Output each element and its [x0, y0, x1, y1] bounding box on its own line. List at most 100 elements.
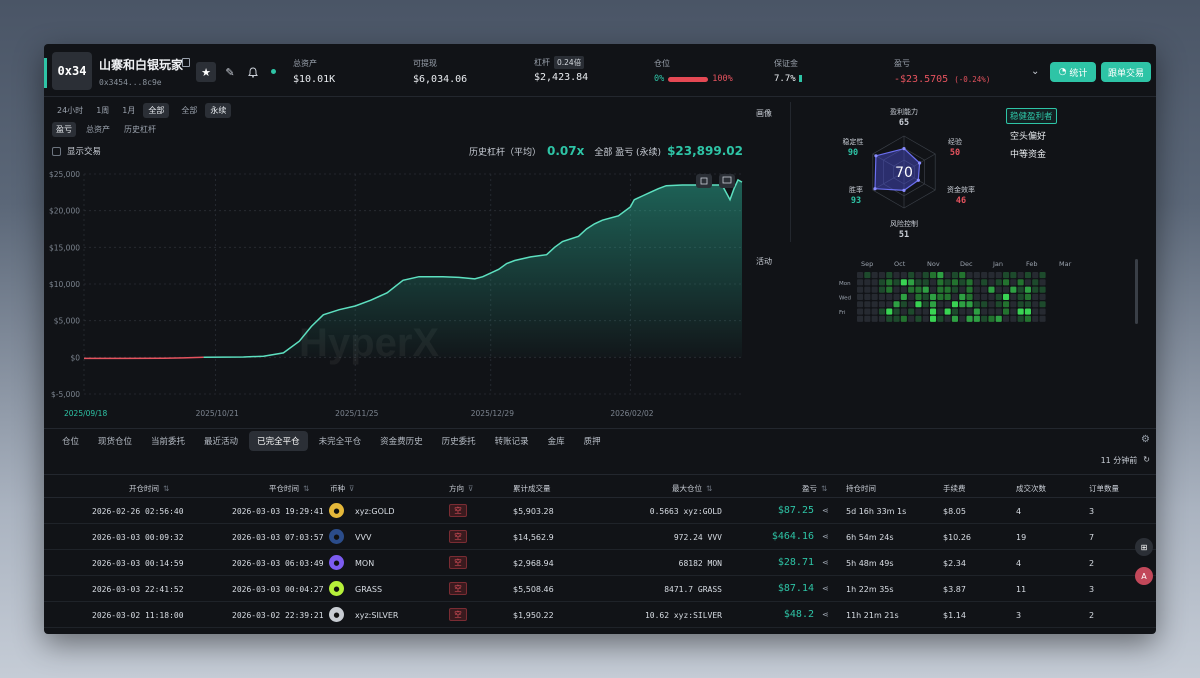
table-row[interactable]: 2026-02-26 02:56:40 2026-03-03 19:29:41 xy… [44, 498, 1156, 524]
fullscreen-icon[interactable] [696, 174, 712, 188]
share-icon[interactable]: ⋖ [822, 610, 829, 619]
pnl-chart[interactable]: HyperX $25,000$20,000$15,000$10,000$5,00… [44, 166, 749, 428]
account-address[interactable]: 0x3454...8c9e [99, 78, 162, 87]
heatmap-cell [1024, 272, 1031, 279]
heatmap-cell [871, 315, 878, 322]
tab-funding-history[interactable]: 资金费历史 [380, 436, 423, 447]
heatmap-cell [1024, 279, 1031, 286]
heatmap-cell [915, 279, 922, 286]
share-icon[interactable]: ⋖ [822, 532, 829, 541]
cell-fills: 19 [1016, 533, 1027, 542]
copy-trade-button[interactable]: 跟单交易 [1101, 62, 1151, 82]
heatmap-cell [1010, 272, 1017, 279]
heatmap-cell [900, 308, 907, 315]
heatmap-cell [988, 308, 995, 315]
chevron-down-icon[interactable]: ⌄ [1031, 66, 1040, 77]
table-body: 2026-02-26 02:56:40 2026-03-03 19:29:41 xy… [44, 498, 1156, 634]
activity-scrollbar[interactable] [1135, 259, 1138, 324]
stats-button[interactable]: ◔ 统计 [1050, 62, 1096, 82]
stats-button-label: 统计 [1069, 68, 1088, 79]
th-open-time[interactable]: 开仓时间 ⇅ [129, 484, 170, 493]
bell-icon[interactable] [243, 62, 263, 82]
heatmap-cell [1017, 308, 1024, 315]
table-row[interactable]: 2026-03-03 00:14:59 2026-03-03 06:03:49 MO… [44, 550, 1156, 576]
heatmap-cell [922, 301, 929, 308]
heatmap-cell [944, 286, 951, 293]
cell-fills: 4 [1016, 507, 1022, 516]
range-tabs: 24小时 1周 1月 全部 全部 永续 [52, 103, 232, 118]
heatmap-cell [930, 286, 937, 293]
tab-open-orders[interactable]: 当前委托 [151, 436, 186, 447]
heatmap-cell [944, 308, 951, 315]
y-tick-label: $15,000 [49, 243, 80, 252]
tab-1m[interactable]: 1月 [122, 106, 136, 115]
heatmap-cell [900, 272, 907, 279]
avg-leverage-label: 历史杠杆（平均） [468, 148, 541, 158]
tab-total-assets[interactable]: 总资产 [86, 125, 110, 134]
share-icon[interactable]: ⋖ [822, 506, 829, 515]
heatmap-cell [930, 308, 937, 315]
heatmap-cell [1010, 286, 1017, 293]
heatmap-cell [988, 301, 995, 308]
tab-positions[interactable]: 仓位 [62, 436, 80, 447]
tab-fully-closed[interactable]: 已完全平仓 [249, 430, 308, 451]
tab-transfers[interactable]: 转账记录 [494, 436, 529, 447]
heatmap-cell [864, 293, 871, 300]
tab-all-time[interactable]: 全部 [143, 103, 170, 118]
show-trades-toggle[interactable]: 显示交易 [52, 145, 101, 157]
gear-icon[interactable]: ⚙ [1141, 434, 1150, 445]
refresh-icon[interactable]: ↻ [1143, 455, 1150, 464]
tab-staking[interactable]: 质押 [583, 436, 601, 447]
heatmap-cell [1039, 301, 1046, 308]
heatmap-cell [908, 308, 915, 315]
radar-center-score: 70 [895, 165, 913, 181]
th-pnl[interactable]: 盈亏 ⇅ [802, 484, 828, 493]
heatmap-cell [995, 301, 1002, 308]
th-close-time[interactable]: 平仓时间 ⇅ [269, 484, 310, 493]
mon-coin-icon: ● [329, 555, 344, 570]
table-row[interactable]: 2026-03-03 00:09:32 2026-03-03 07:03:57 VV… [44, 524, 1156, 550]
tab-history-leverage[interactable]: 历史杠杆 [124, 125, 156, 134]
tab-vaults[interactable]: 金库 [547, 436, 565, 447]
tab-pnl[interactable]: 盈亏 [52, 122, 76, 137]
account-header: 0x34 山寨和白银玩家 0x3454...8c9e ★ ✎ 总资产 $10.0… [44, 44, 1156, 97]
tab-24h[interactable]: 24小时 [57, 106, 84, 115]
heatmap-cell [1017, 293, 1024, 300]
stat-value: 7.7% [774, 74, 796, 84]
th-max-position[interactable]: 最大仓位 ⇅ [672, 484, 713, 493]
heatmap-cell [937, 279, 944, 286]
heatmap-cell [893, 286, 900, 293]
share-icon[interactable]: ⋖ [822, 584, 829, 593]
heatmap-cell [908, 315, 915, 322]
copy-icon[interactable] [182, 58, 190, 67]
table-row[interactable]: 2026-03-02 11:18:00 2026-03-02 22:39:21 xy… [44, 602, 1156, 628]
tab-partially-closed[interactable]: 未完全平仓 [318, 436, 362, 447]
apps-icon[interactable]: ⊞ [1135, 538, 1153, 556]
th-direction[interactable]: 方向 ⊽ [449, 484, 474, 493]
heatmap-cell [937, 315, 944, 322]
heatmap-cell [944, 301, 951, 308]
heatmap-cell [1017, 301, 1024, 308]
heatmap-cell [1039, 308, 1046, 315]
heatmap-cell [871, 272, 878, 279]
radar-metric-value: 51 [899, 230, 909, 240]
tab-spot-positions[interactable]: 现货仓位 [98, 436, 133, 447]
tab-all-markets[interactable]: 全部 [181, 106, 198, 115]
table-row[interactable]: 2026-03-03 22:41:52 2026-03-03 00:04:27 GR… [44, 576, 1156, 602]
show-trades-checkbox[interactable] [52, 146, 61, 156]
share-icon[interactable]: ⋖ [822, 558, 829, 567]
pencil-icon[interactable]: ✎ [225, 65, 235, 79]
tab-order-history[interactable]: 历史委托 [441, 436, 476, 447]
stat-pnl: 盈亏 -$23.5705 (-0.24%) [894, 58, 990, 85]
tab-recent-activity[interactable]: 最近活动 [204, 436, 239, 447]
tab-perp[interactable]: 永续 [205, 103, 232, 118]
th-coin[interactable]: 币种 ⊽ [330, 484, 355, 493]
comment-icon[interactable] [719, 174, 735, 188]
tab-1w[interactable]: 1周 [96, 106, 110, 115]
th-label: 盈亏 [802, 484, 817, 493]
star-icon[interactable]: ★ [196, 62, 216, 82]
heatmap-cell [1003, 286, 1010, 293]
translate-icon[interactable]: A [1135, 567, 1153, 585]
stat-label: 可提现 [413, 59, 437, 68]
cell-fills: 3 [1016, 611, 1022, 620]
